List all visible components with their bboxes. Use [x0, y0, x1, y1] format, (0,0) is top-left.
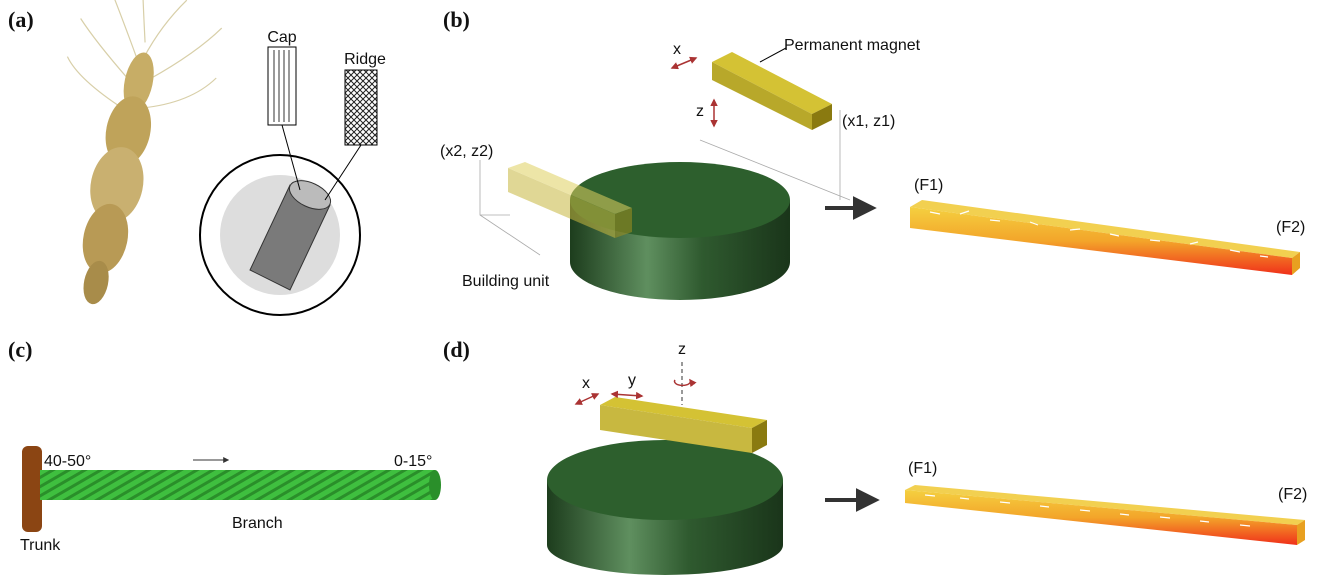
label-f1: (F1): [908, 460, 937, 477]
label-unit: Building unit: [462, 273, 550, 290]
wheat-ear: [18, 0, 231, 320]
branch-end: [429, 470, 441, 500]
panel-a: (a) Cap Ridge: [8, 0, 386, 320]
label-angle-end: 0-15°: [394, 453, 432, 470]
unit-bottom: [547, 515, 783, 575]
result-bar: [905, 485, 1305, 545]
panel-d: (d) z x y (F1) (F2): [443, 337, 1307, 575]
label-z: z: [678, 341, 686, 358]
result-bar: [910, 200, 1300, 275]
trunk: [22, 446, 42, 532]
magnet: [712, 52, 832, 130]
label-branch: Branch: [232, 515, 283, 532]
y-arrow: [612, 394, 642, 396]
panel-label: (b): [443, 7, 470, 32]
panel-label: (d): [443, 337, 470, 362]
label-x: x: [673, 41, 681, 58]
figure: (a) Cap Ridge (b): [0, 0, 1320, 580]
label-x: x: [582, 375, 590, 392]
label-f2: (F2): [1276, 219, 1305, 236]
panel-c: (c) 40-50° 0-15° Branch Trunk: [8, 337, 441, 554]
cap-box: [268, 47, 296, 125]
panel-label: (a): [8, 7, 34, 32]
x-arrow: [672, 58, 696, 68]
label-pos1: (x1, z1): [842, 113, 895, 130]
leader: [760, 48, 786, 62]
label-pos2: (x2, z2): [440, 143, 493, 160]
panel-b: (b) Permanent magnet x z (x1, z1) (x2, z…: [440, 7, 1305, 300]
label-z: z: [696, 103, 704, 120]
label-f1: (F1): [914, 177, 943, 194]
branch: [40, 470, 435, 500]
label-cap: Cap: [267, 29, 296, 46]
ridge-box: [345, 70, 377, 145]
label-angle-start: 40-50°: [44, 453, 91, 470]
label-magnet: Permanent magnet: [784, 37, 921, 54]
label-f2: (F2): [1278, 486, 1307, 503]
label-trunk: Trunk: [20, 537, 61, 554]
x-arrow: [576, 394, 598, 404]
panel-label: (c): [8, 337, 32, 362]
label-y: y: [628, 372, 636, 389]
label-ridge: Ridge: [344, 51, 386, 68]
